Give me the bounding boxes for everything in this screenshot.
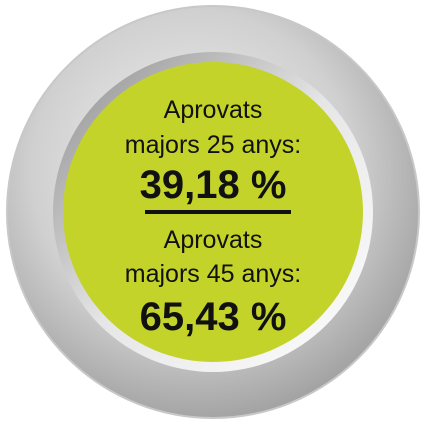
label-line: majors 25 anys:	[125, 131, 301, 159]
label-line: Aprovats	[164, 226, 263, 254]
value: 65,43 %	[140, 295, 287, 339]
label-line: Aprovats	[164, 96, 263, 124]
label-line: majors 45 anys:	[125, 260, 301, 288]
value: 39,18 %	[140, 163, 287, 207]
divider	[145, 210, 291, 214]
